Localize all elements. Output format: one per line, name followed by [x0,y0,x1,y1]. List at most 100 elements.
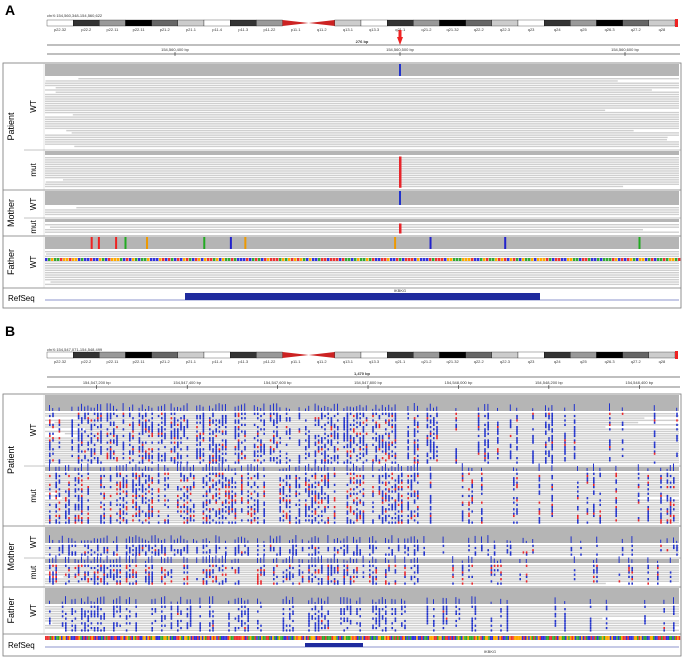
mismatch-base [647,510,649,513]
mismatch-base [589,629,592,632]
mismatch-base [333,430,336,433]
mismatch-base [234,508,237,511]
mismatch-base [388,566,390,570]
mismatch-base [161,428,163,431]
read-row [45,553,679,556]
mismatch-base [669,512,672,515]
mismatch-base [177,549,179,552]
mismatch-base [173,441,176,444]
band-label: q11.2 [317,27,327,32]
mismatch-base [215,454,217,458]
mismatch-base [54,258,57,261]
mismatch-base [426,619,429,623]
mismatch-base [141,501,144,504]
read-row [45,486,679,488]
coverage-spike [356,539,358,543]
mismatch-base [253,450,256,453]
mismatch-base [289,629,291,632]
coverage-spike [269,404,271,411]
mismatch-base [385,483,387,486]
coverage-spike [525,540,527,543]
mismatch-base [477,452,480,455]
read-row [45,181,680,183]
mismatch-base [221,477,224,480]
mismatch-base [362,492,365,495]
mismatch-base [129,575,131,579]
coverage-spike [276,403,278,411]
mismatch-base [573,441,576,444]
mismatch-base [109,432,112,435]
mismatch-base [346,626,349,630]
mismatch-base [292,582,294,585]
mismatch-base [413,479,416,482]
coverage-spike [148,466,150,471]
mismatch-base [77,481,80,484]
mismatch-base [276,414,278,418]
mismatch-base [673,605,675,608]
mismatch-base [145,514,147,518]
mismatch-base [241,483,243,486]
mismatch-base [189,499,192,502]
read-row [45,419,679,422]
mismatch-base [399,169,402,173]
mismatch-base [228,483,230,486]
mismatch-base [298,454,301,458]
mismatch-base [241,519,243,522]
mismatch-base [237,582,240,585]
mismatch-base [490,580,493,583]
mismatch-base [349,461,352,464]
mismatch-base [196,578,198,581]
mismatch-base [394,608,397,611]
coverage-spike [135,535,137,543]
mismatch-base [129,546,131,550]
mismatch-base [180,461,182,464]
mismatch-base [58,546,61,550]
mismatch-base [119,569,121,572]
coverage-spike [141,404,143,411]
mismatch-base [97,459,99,462]
mismatch-base [68,517,70,520]
mismatch-base [81,629,83,632]
mismatch-base [298,492,301,495]
mismatch-base [324,481,326,484]
mismatch-base [196,421,198,424]
mismatch-base [186,488,189,491]
mismatch-base [631,549,633,552]
mismatch-base [305,472,307,475]
mismatch-base [247,612,249,615]
mismatch-base [263,564,265,567]
mismatch-base [314,497,317,500]
mismatch-base [209,521,211,524]
mismatch-base [513,512,515,515]
mismatch-base [551,483,553,486]
mismatch-base [209,510,211,513]
mismatch-base [84,553,86,556]
mismatch-base [135,580,137,583]
mismatch-base [298,521,301,524]
mismatch-base [308,546,310,550]
mismatch-base [311,615,313,618]
ideogram-band [491,19,519,27]
mismatch-base [253,423,256,426]
mismatch-base [263,452,265,455]
mismatch-base [257,412,259,415]
read-row [45,229,643,231]
coverage-spike [394,599,396,604]
mismatch-base [215,488,217,491]
coverage-spike [180,535,182,543]
mismatch-base [71,544,73,547]
mismatch-base [413,553,416,556]
mismatch-base [378,477,381,480]
mismatch-base [135,512,137,515]
mismatch-base [372,551,374,554]
mismatch-base [138,488,141,491]
mismatch-base [455,452,457,455]
mismatch-base [49,564,51,567]
mismatch-base [221,580,224,583]
mismatch-base [218,443,221,446]
mismatch-base [669,521,672,524]
mismatch-base [372,443,374,446]
mismatch-base [237,608,240,611]
mismatch-base [349,481,352,484]
mismatch-base [109,479,112,482]
